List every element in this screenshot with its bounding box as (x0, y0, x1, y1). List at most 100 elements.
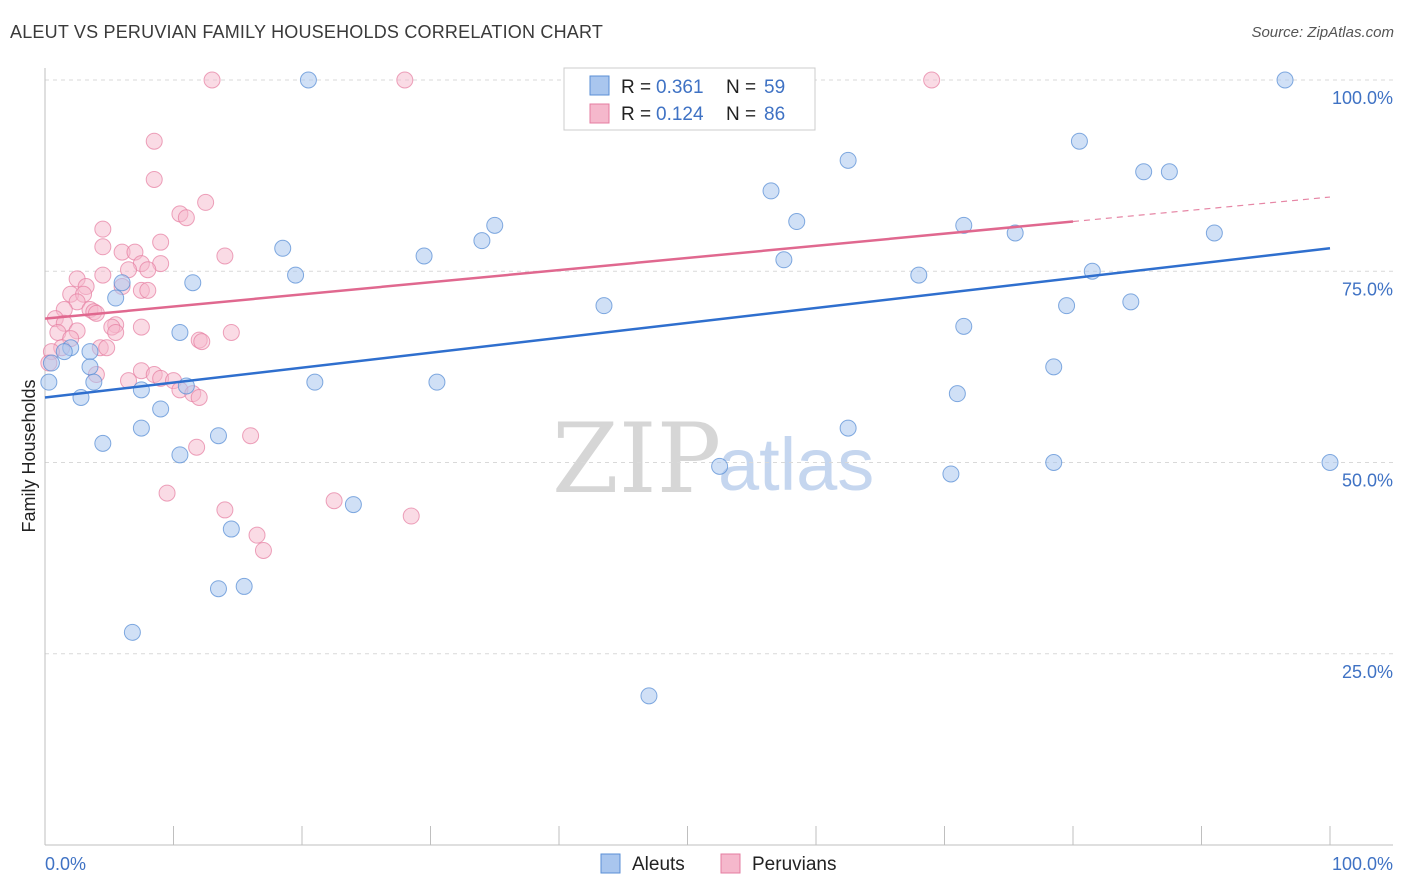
peruvian-point-62 (402, 507, 420, 525)
aleut-point-22 (107, 289, 125, 307)
peruvian-point-2 (923, 71, 941, 89)
aleut-point-45 (209, 427, 227, 445)
legend-aleut-r-label: R = (621, 77, 651, 98)
bottom-legend-peruvian-label: Peruvians (752, 854, 837, 875)
aleut-point-30 (81, 343, 99, 361)
bottom-legend-aleut-swatch (600, 853, 621, 874)
peruvian-point-63 (248, 526, 266, 544)
aleut-points (40, 71, 1339, 705)
aleut-point-46 (94, 434, 112, 452)
chart-title: ALEUT VS PERUVIAN FAMILY HOUSEHOLDS CORR… (10, 22, 604, 42)
aleut-point-25 (1122, 293, 1140, 311)
legend-peruvian-n-value: 86 (764, 104, 785, 125)
legend-peruvian-r-value: 0.124 (656, 104, 704, 125)
aleut-point-55 (235, 577, 253, 595)
legend-aleut-n-value: 59 (764, 77, 785, 98)
peruvian-point-60 (325, 492, 343, 510)
watermark: ZIP atlas (552, 403, 874, 515)
peruvian-point-57 (188, 438, 206, 456)
aleut-point-52 (344, 496, 362, 514)
peruvian-point-45 (98, 339, 116, 357)
aleut-point-34 (85, 373, 103, 391)
aleut-point-7 (762, 182, 780, 200)
aleut-point-50 (1321, 454, 1339, 471)
aleut-point-9 (955, 216, 973, 234)
peruvian-point-4 (145, 170, 163, 188)
aleut-point-12 (1006, 224, 1024, 242)
watermark-atlas: atlas (718, 423, 874, 506)
peruvian-trend-line (44, 220, 1074, 320)
aleut-point-57 (640, 687, 658, 705)
y-tick-label-1: 75.0% (1342, 279, 1393, 299)
legend-aleut-n-label: N = (726, 77, 756, 98)
aleut-point-33 (81, 358, 99, 376)
aleut-point-31 (42, 354, 60, 372)
watermark-zip: ZIP (552, 403, 721, 515)
peruvian-point-9 (152, 233, 170, 251)
aleut-point-38 (132, 381, 150, 399)
aleut-point-40 (948, 385, 966, 403)
x-tick-label-1: 100.0% (1332, 854, 1393, 874)
aleut-point-43 (839, 419, 857, 437)
aleut-point-11 (473, 232, 491, 250)
peruvian-trend-extension (1072, 196, 1331, 223)
tick-labels: 100.0% 75.0% 50.0% 25.0% 0.0% 100.0% (45, 88, 1393, 874)
aleut-point-23 (595, 297, 613, 315)
peruvian-point-10 (94, 238, 112, 256)
stats-legend: R = 0.361 N = 59 R = 0.124 N = 86 (563, 67, 816, 131)
peruvian-point-1 (396, 71, 414, 89)
aleut-point-48 (711, 457, 729, 475)
aleut-point-0 (299, 71, 317, 89)
aleut-point-44 (132, 419, 150, 437)
legend-aleut-r-value: 0.361 (656, 77, 704, 98)
aleut-point-56 (123, 623, 141, 641)
aleut-point-20 (184, 274, 202, 292)
peruvian-point-5 (197, 193, 215, 211)
aleut-point-2 (1276, 71, 1294, 89)
aleut-point-54 (209, 580, 227, 598)
peruvian-point-26 (68, 293, 86, 311)
peruvian-point-13 (216, 247, 234, 265)
aleut-point-15 (415, 247, 433, 265)
peruvian-point-39 (222, 323, 240, 341)
axes (44, 68, 1393, 846)
series-legend: Aleuts Peruvians (600, 853, 837, 875)
aleut-point-5 (1135, 163, 1153, 181)
aleut-point-24 (1058, 297, 1076, 315)
aleut-point-32 (1045, 358, 1063, 376)
aleut-point-6 (1160, 163, 1178, 181)
x-tick-label-0: 0.0% (45, 854, 86, 874)
trend-lines (44, 196, 1331, 399)
legend-peruvian-r-label: R = (621, 104, 651, 125)
aleut-point-8 (788, 213, 806, 231)
peruvian-point-56 (190, 388, 208, 406)
aleut-point-13 (1205, 224, 1223, 242)
peruvian-point-16 (139, 261, 157, 279)
peruvian-point-7 (177, 209, 195, 227)
peruvian-point-3 (145, 132, 163, 150)
aleut-point-42 (152, 400, 170, 418)
peruvian-point-58 (242, 427, 260, 445)
aleut-point-18 (910, 266, 928, 284)
aleut-point-53 (222, 520, 240, 538)
aleut-point-27 (171, 323, 189, 341)
aleut-point-4 (839, 151, 857, 169)
peruvian-point-42 (193, 333, 211, 351)
y-tick-label-2: 50.0% (1342, 471, 1393, 491)
legend-peruvian-swatch (589, 103, 610, 124)
aleut-point-21 (113, 274, 131, 292)
peruvian-point-36 (132, 318, 150, 336)
aleut-point-29 (55, 343, 73, 361)
aleut-trend-line (44, 247, 1331, 399)
aleut-point-3 (1070, 132, 1088, 150)
aleut-point-35 (306, 373, 324, 391)
legend-peruvian-n-label: N = (726, 104, 756, 125)
aleut-point-17 (287, 266, 305, 284)
aleut-point-36 (428, 373, 446, 391)
aleut-point-26 (955, 317, 973, 335)
legend-aleut-swatch (589, 75, 610, 96)
peruvian-point-8 (94, 220, 112, 238)
peruvian-point-19 (94, 266, 112, 284)
peruvian-point-23 (139, 281, 157, 299)
